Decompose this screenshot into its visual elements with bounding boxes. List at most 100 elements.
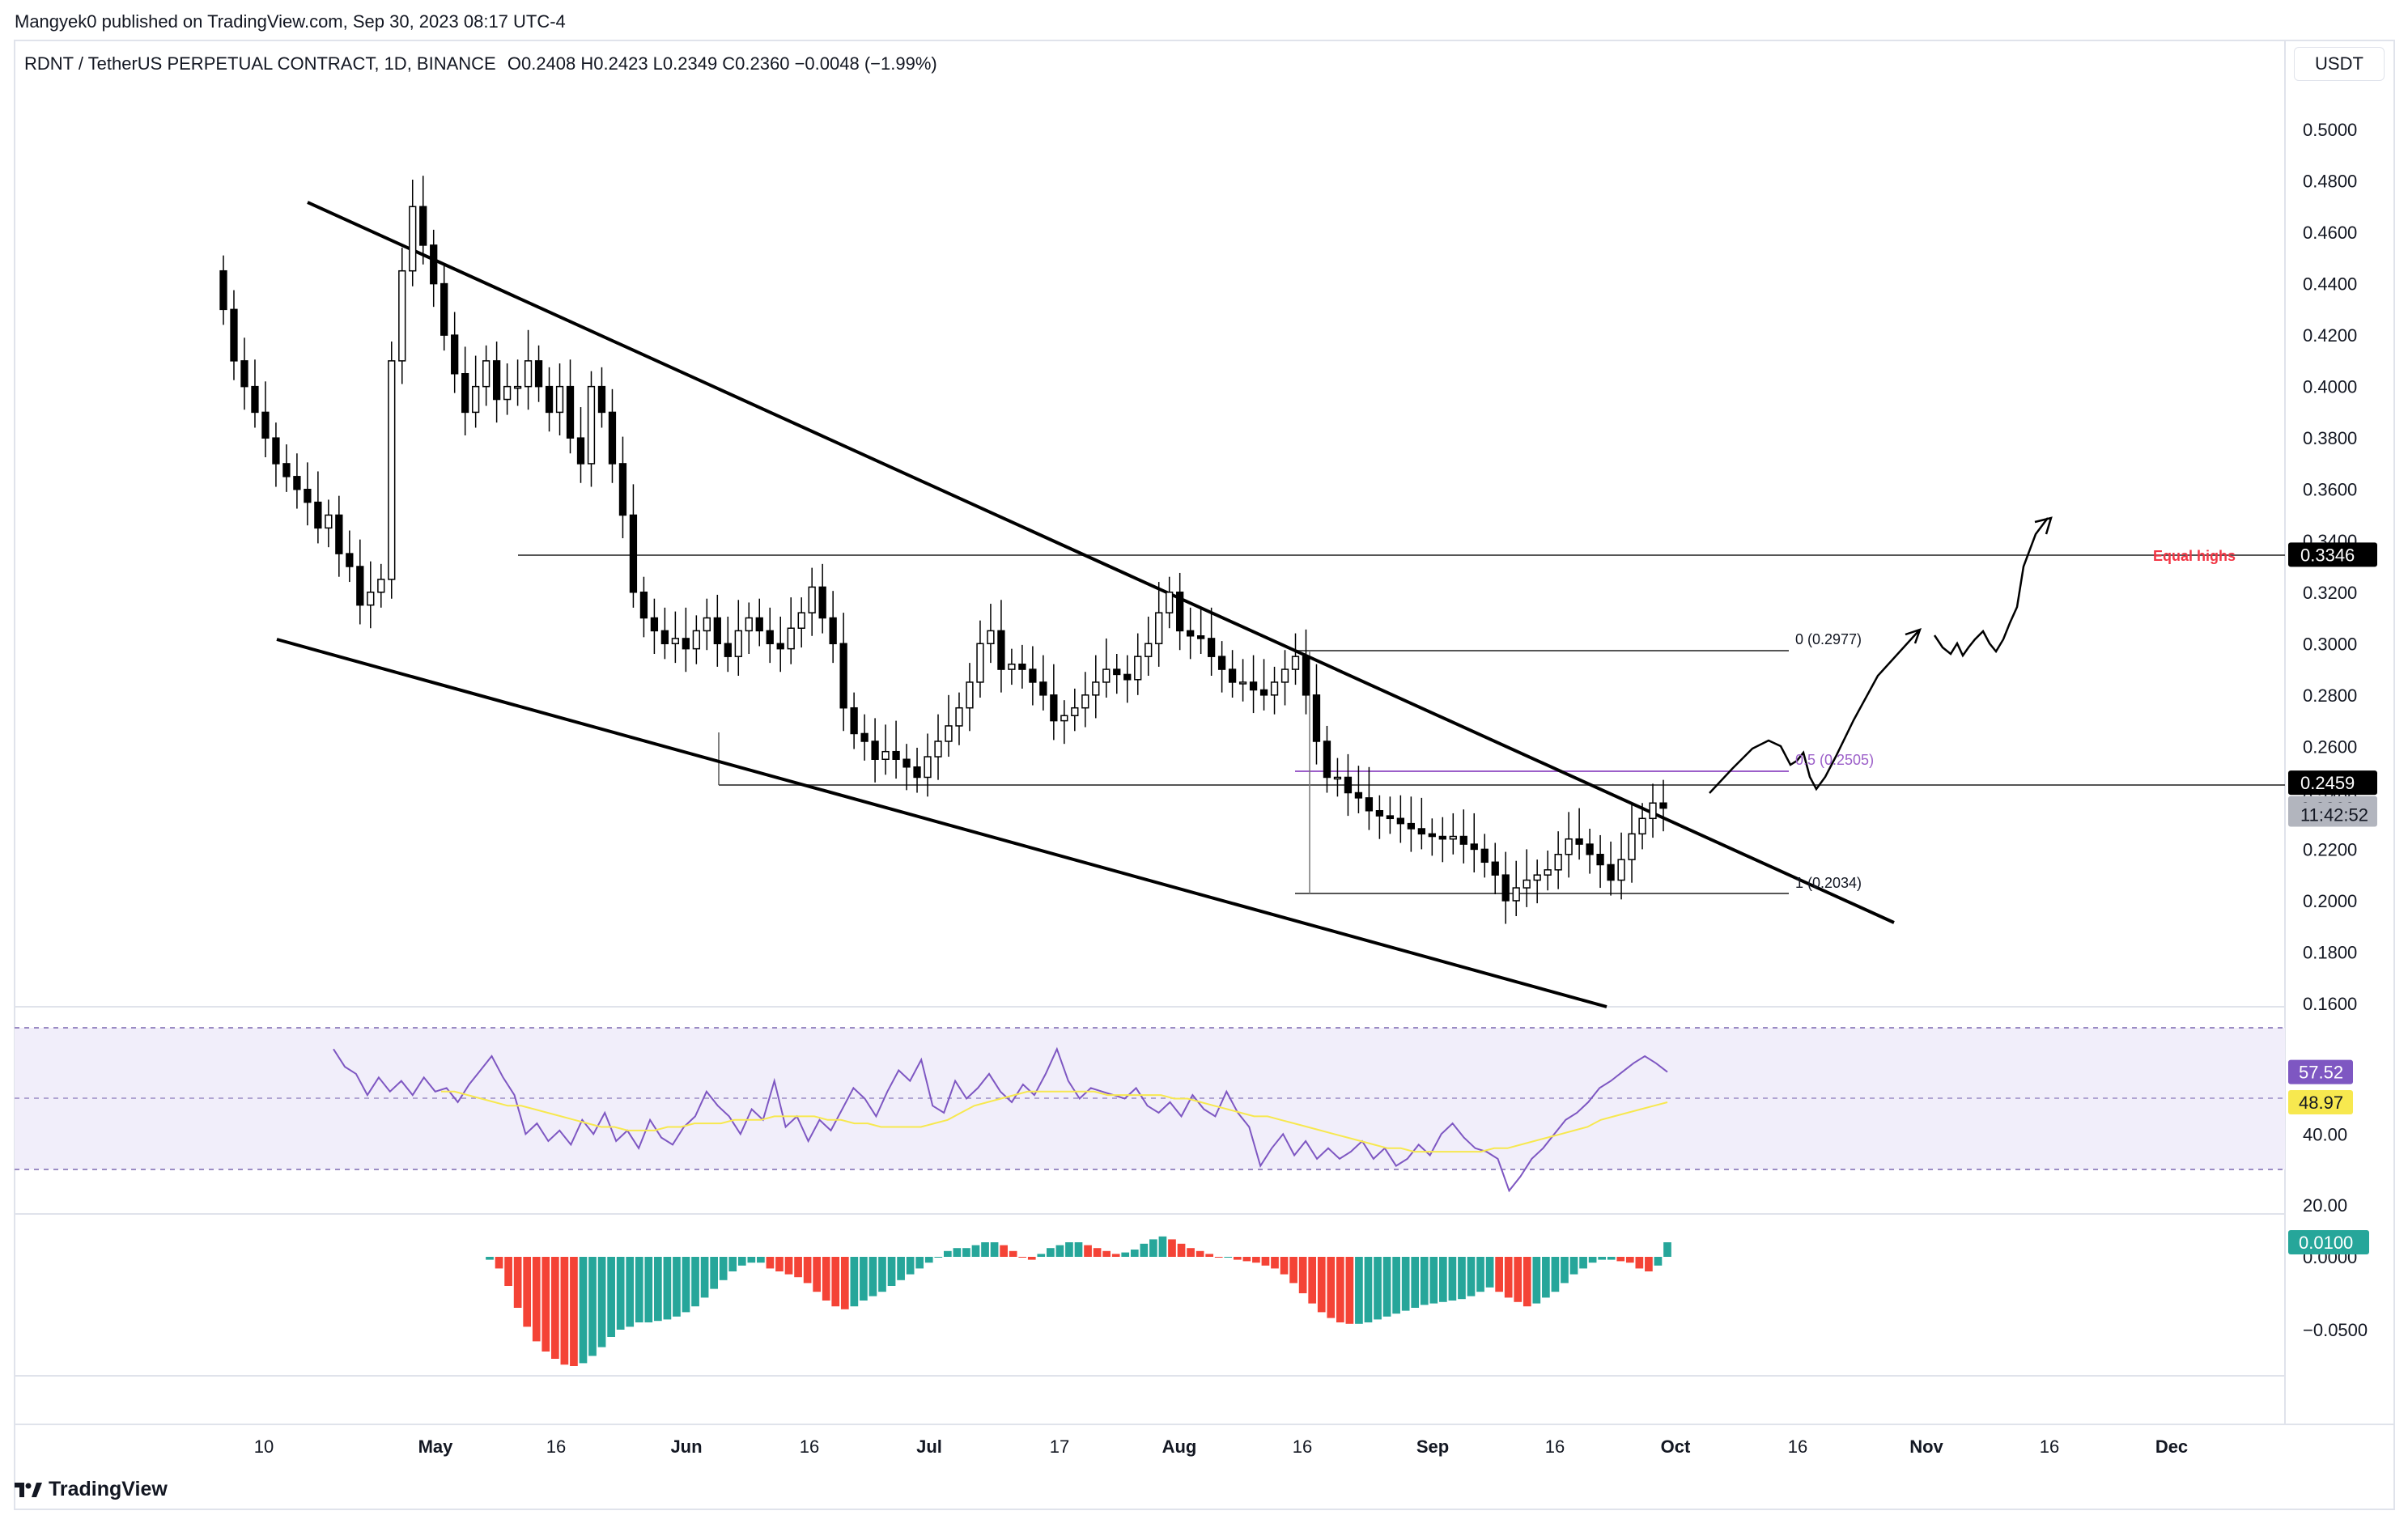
time-axis[interactable]: 10 May 16 Jun 16 Jul 17 Aug 16 Sep 16 Oct 16 Nov 16 Dec — [254, 1436, 2188, 1457]
candles-layer[interactable] — [219, 176, 1667, 924]
lower-trendline[interactable] — [276, 638, 1607, 1008]
macd-bar — [1439, 1257, 1447, 1302]
symbol-legend[interactable]: RDNT / TetherUS PERPETUAL CONTRACT, 1D, … — [24, 53, 937, 74]
macd-bar — [897, 1257, 905, 1280]
price-tick-label: 0.4800 — [2303, 172, 2357, 192]
candle-down — [818, 586, 826, 619]
candle-down — [839, 643, 847, 709]
candle-down — [850, 707, 858, 735]
candle-down — [1187, 630, 1195, 637]
macd-bar — [654, 1257, 662, 1322]
price-tick-label: 0.4400 — [2303, 274, 2357, 295]
candle-down — [1217, 656, 1226, 670]
candle-up — [409, 206, 417, 272]
macd-bar — [1645, 1257, 1653, 1271]
time-tick-label: 16 — [2040, 1436, 2059, 1457]
macd-bar — [1663, 1242, 1671, 1257]
price-axis[interactable]: 0.5000 0.4800 0.4600 0.4400 0.4200 0.4000 0.38… — [2303, 120, 2368, 1340]
candle-up — [587, 385, 596, 465]
macd-bar — [878, 1257, 886, 1292]
macd-bar — [682, 1257, 690, 1313]
range-low-price-badge: 0.2459 — [2300, 773, 2355, 793]
macd-bar — [597, 1257, 606, 1347]
candle-up — [1102, 668, 1111, 683]
candle-up — [1628, 833, 1636, 860]
currency-selector[interactable]: USDT — [2294, 47, 2385, 81]
macd-bar — [532, 1257, 541, 1342]
candle-down — [913, 766, 921, 779]
macd-bar — [1027, 1257, 1036, 1260]
macd-tick-label: −0.0500 — [2303, 1320, 2368, 1340]
macd-bar — [1130, 1250, 1139, 1257]
price-tick-label: 0.5000 — [2303, 120, 2357, 140]
macd-bar — [1308, 1257, 1317, 1304]
macd-bar — [1476, 1257, 1484, 1292]
price-tick-label: 0.4200 — [2303, 325, 2357, 346]
macd-bar — [1458, 1257, 1466, 1300]
macd-bar — [644, 1257, 653, 1322]
macd-bar — [1065, 1242, 1073, 1257]
time-tick-label: 17 — [1050, 1436, 1069, 1457]
projection-path-b[interactable] — [1933, 517, 2049, 658]
countdown-badge-bg — [2288, 802, 2377, 827]
candle-down — [545, 385, 554, 414]
macd-bar — [1504, 1257, 1513, 1298]
price-tick-label: 0.1800 — [2303, 942, 2357, 962]
symbol-name[interactable]: RDNT / TetherUS PERPETUAL CONTRACT, 1D, … — [24, 53, 496, 74]
drawings[interactable] — [276, 201, 2285, 1008]
macd-bar — [1374, 1257, 1382, 1320]
range-low-price-badge-bg — [2288, 770, 2377, 796]
price-tick-label: 0.3000 — [2303, 634, 2357, 654]
macd-bar — [840, 1257, 849, 1309]
candle-down — [1375, 810, 1384, 817]
macd-bar — [607, 1257, 615, 1337]
macd-bar — [616, 1257, 625, 1330]
time-tick-label: 16 — [800, 1436, 819, 1457]
candle-down — [240, 360, 248, 388]
candle-up — [472, 385, 480, 414]
macd-bar — [1392, 1257, 1400, 1314]
macd-bar — [728, 1257, 737, 1271]
candle-down — [1196, 635, 1205, 639]
candle-up — [1238, 681, 1247, 685]
macd-bar — [1411, 1257, 1420, 1308]
candle-down — [1407, 822, 1415, 830]
macd-bar — [868, 1257, 877, 1296]
macd-bar — [1084, 1245, 1092, 1257]
macd-bar — [719, 1257, 728, 1280]
candle-down — [440, 282, 448, 336]
macd-bar — [924, 1257, 933, 1263]
upper-trendline[interactable] — [307, 201, 1895, 924]
macd-bar — [1382, 1257, 1391, 1317]
macd-bar — [1485, 1257, 1494, 1288]
projection-path-a[interactable] — [1709, 630, 1919, 794]
candle-down — [1386, 815, 1395, 820]
candle-up — [808, 586, 816, 613]
candle-up — [325, 514, 333, 529]
candle-up — [955, 707, 963, 727]
candle-up — [524, 360, 533, 388]
rsi-layer — [333, 1046, 1668, 1193]
macd-bar — [962, 1248, 970, 1257]
candle-up — [482, 360, 491, 388]
tradingview-footer[interactable]: TradingView — [15, 1478, 168, 1501]
equal-highs-label: Equal highs — [2153, 548, 2236, 564]
candle-down — [1302, 656, 1310, 696]
macd-bar — [953, 1248, 962, 1257]
candle-down — [1249, 681, 1258, 691]
macd-bar — [1037, 1254, 1046, 1257]
macd-bar — [1542, 1257, 1550, 1298]
macd-bar — [1298, 1257, 1307, 1293]
candle-down — [1501, 874, 1510, 902]
price-tick-label: 0.4000 — [2303, 377, 2357, 397]
candle-down — [1459, 835, 1467, 845]
macd-bar — [673, 1257, 681, 1317]
macd-bar — [1625, 1257, 1634, 1263]
macd-bar — [710, 1257, 718, 1289]
candle-up — [1081, 694, 1089, 709]
candle-down — [304, 488, 312, 503]
macd-bar — [1551, 1257, 1560, 1292]
candle-down — [1470, 843, 1478, 851]
candle-down — [1039, 681, 1047, 696]
